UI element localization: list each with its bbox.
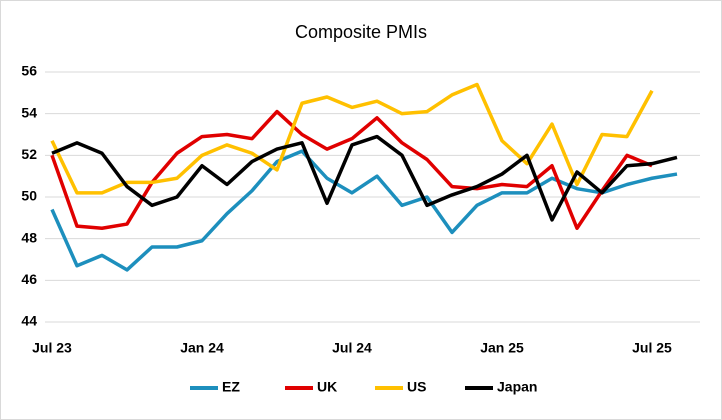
legend-label: Japan bbox=[497, 379, 537, 395]
y-tick-label: 54 bbox=[21, 104, 37, 120]
x-tick-label: Jul 25 bbox=[632, 340, 672, 356]
x-tick-label: Jan 25 bbox=[480, 340, 524, 356]
x-tick-label: Jul 24 bbox=[332, 340, 372, 356]
y-tick-label: 46 bbox=[21, 271, 37, 287]
series-line bbox=[51, 134, 678, 222]
y-tick-label: 50 bbox=[21, 188, 37, 204]
legend-label: UK bbox=[317, 379, 337, 395]
y-tick-label: 44 bbox=[21, 313, 37, 329]
x-tick-label: Jan 24 bbox=[180, 340, 224, 356]
legend-label: EZ bbox=[222, 379, 240, 395]
series-line bbox=[50, 149, 678, 272]
series-line bbox=[50, 82, 654, 195]
legend-label: US bbox=[407, 379, 426, 395]
y-tick-label: 56 bbox=[21, 63, 37, 79]
x-tick-label: Jul 23 bbox=[32, 340, 72, 356]
chart-title: Composite PMIs bbox=[295, 22, 427, 42]
y-tick-label: 48 bbox=[21, 229, 37, 245]
y-tick-label: 52 bbox=[21, 146, 37, 162]
